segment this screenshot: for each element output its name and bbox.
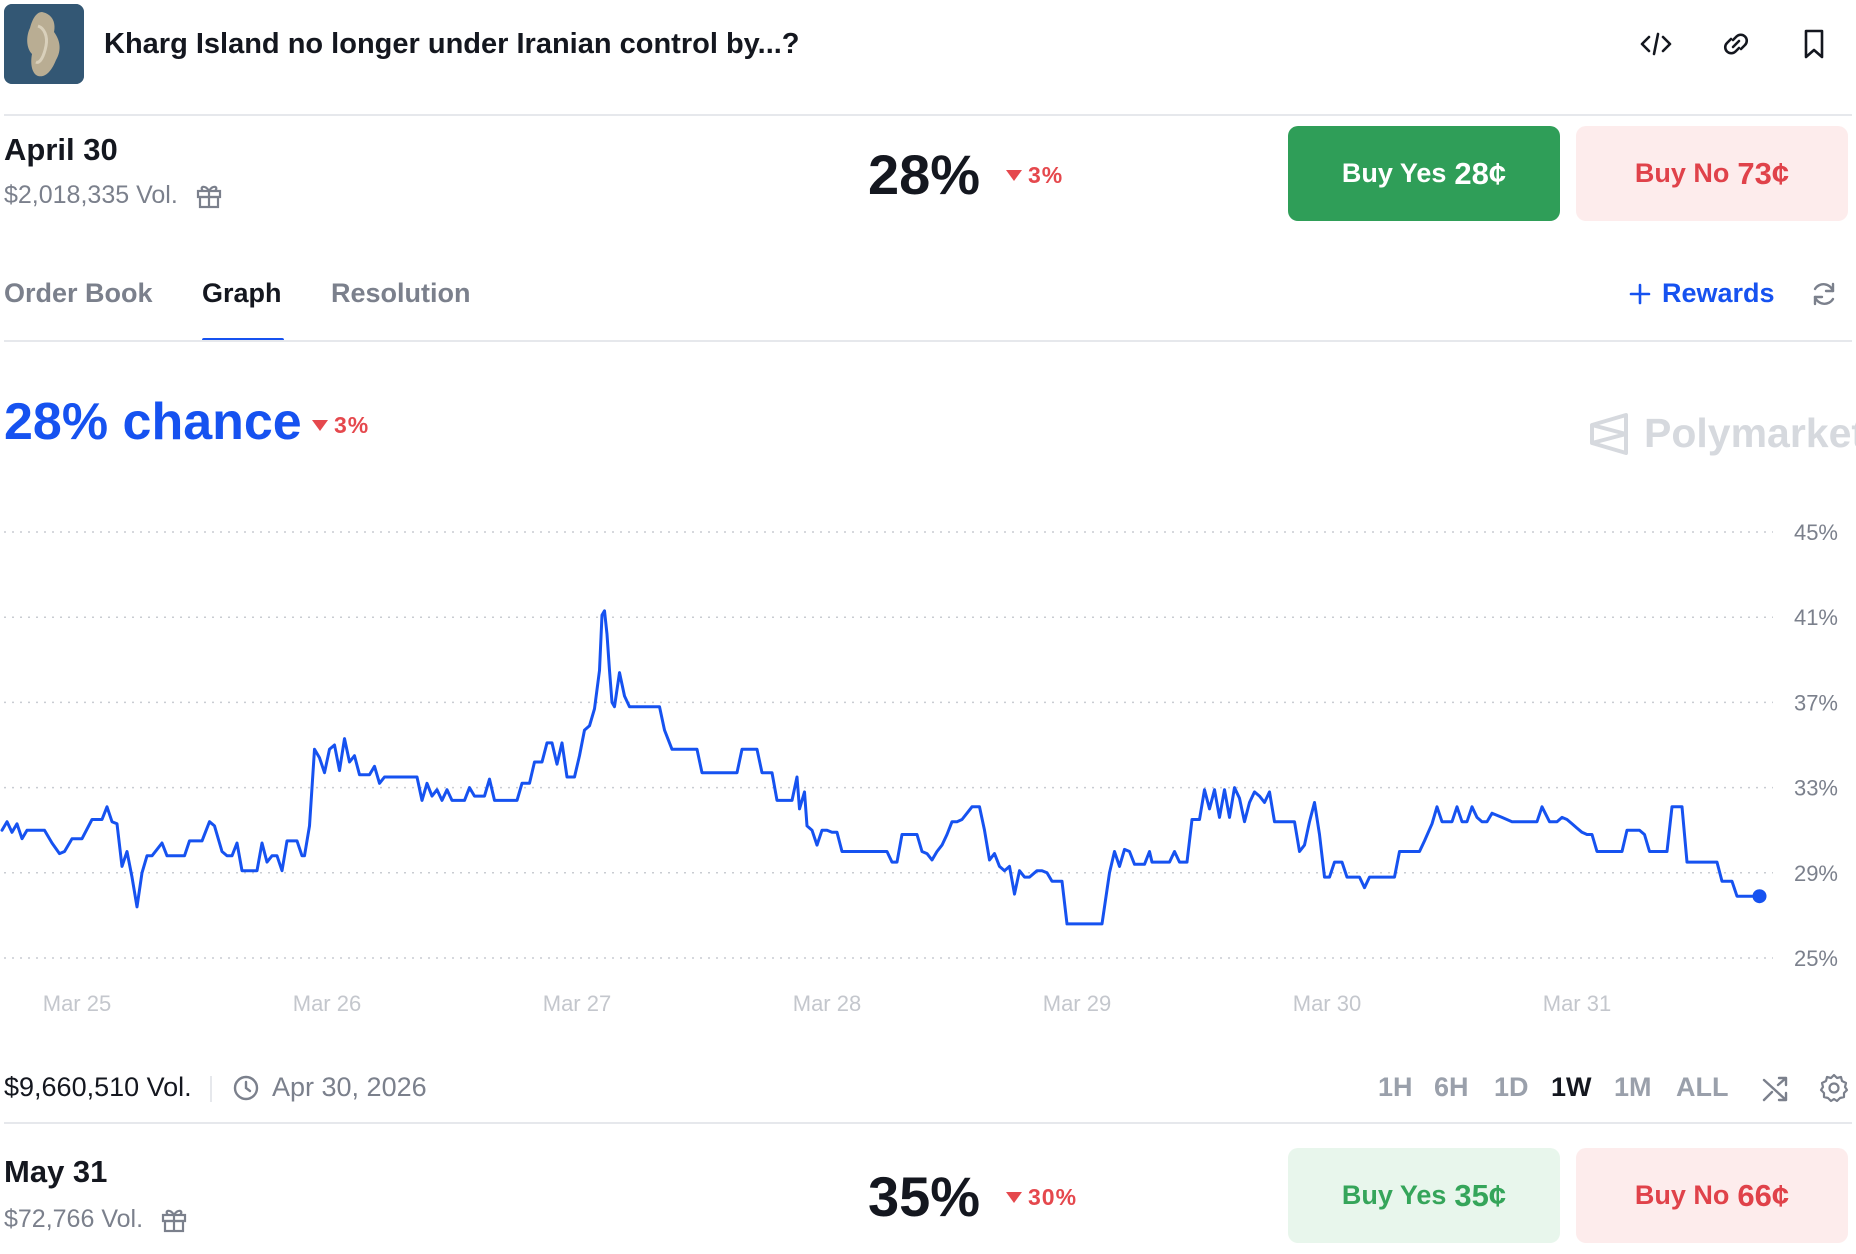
price-chart[interactable]: 25% 29% 33% 37% 41% 45% Mar 25 Mar 26 Mar 27 Mar … xyxy=(0,500,1856,1030)
gift-icon[interactable] xyxy=(194,180,224,210)
last-point-marker xyxy=(1752,889,1767,904)
buy-yes-label: Buy Yes xyxy=(1341,1180,1447,1210)
market-percent: 35% xyxy=(868,1165,981,1228)
x-tick-label: Mar 30 xyxy=(1293,991,1361,1016)
polymarket-logo-icon xyxy=(1590,412,1628,455)
tab-order-book[interactable]: Order Book xyxy=(4,278,153,308)
down-triangle-icon xyxy=(1006,170,1022,181)
market-change: 3% xyxy=(1006,162,1063,189)
buy-yes-price: 28¢ xyxy=(1454,155,1507,191)
x-tick-label: Mar 27 xyxy=(543,991,611,1016)
down-triangle-icon xyxy=(312,420,328,431)
tab-graph[interactable]: Graph xyxy=(202,278,282,308)
buy-no-button[interactable]: Buy No 66¢ xyxy=(1576,1148,1848,1243)
plus-icon xyxy=(1629,283,1651,304)
market-volume: $2,018,335 Vol. xyxy=(4,180,224,210)
range-1w[interactable]: 1W xyxy=(1551,1072,1592,1102)
market-volume-text: $2,018,335 Vol. xyxy=(4,180,178,209)
bottom-divider xyxy=(4,1122,1852,1124)
market-change-value: 3% xyxy=(1028,162,1064,188)
end-date: Apr 30, 2026 xyxy=(232,1072,427,1103)
rewards-label: Rewards xyxy=(1662,278,1775,308)
buy-yes-price: 35¢ xyxy=(1454,1177,1507,1213)
buy-no-button[interactable]: Buy No 73¢ xyxy=(1576,126,1848,221)
buy-no-label: Buy No xyxy=(1634,158,1730,188)
clock-icon xyxy=(233,1075,259,1100)
down-triangle-icon xyxy=(1006,1192,1022,1203)
market-change: 30% xyxy=(1006,1184,1077,1211)
y-tick-label: 45% xyxy=(1794,520,1838,545)
bookmark-icon xyxy=(1804,29,1824,59)
chance-label: 28% chance xyxy=(4,393,302,451)
header-divider xyxy=(4,114,1852,116)
code-icon xyxy=(1640,32,1672,56)
brand-name: Polymarket xyxy=(1644,410,1856,456)
market-thumbnail xyxy=(4,4,84,84)
bookmark-button[interactable] xyxy=(1792,22,1836,66)
polymarket-logo: Polymarket xyxy=(1588,410,1856,457)
buy-no-price: 73¢ xyxy=(1737,155,1790,191)
market-change-value: 30% xyxy=(1028,1184,1078,1210)
y-tick-label: 41% xyxy=(1794,605,1838,630)
shuffle-button[interactable] xyxy=(1758,1070,1794,1106)
page-title: Kharg Island no longer under Iranian con… xyxy=(104,28,800,60)
chart-settings-button[interactable] xyxy=(1816,1070,1852,1106)
link-icon xyxy=(1724,33,1748,55)
market-percent: 28% xyxy=(868,143,981,206)
refresh-icon xyxy=(1813,282,1835,306)
buy-yes-button[interactable]: Buy Yes 28¢ xyxy=(1288,126,1560,221)
y-tick-label: 25% xyxy=(1794,946,1838,971)
x-tick-label: Mar 29 xyxy=(1043,991,1111,1016)
range-1h[interactable]: 1H xyxy=(1378,1072,1413,1102)
market-volume: $72,766 Vol. xyxy=(4,1204,189,1234)
y-tick-label: 37% xyxy=(1794,690,1838,715)
refresh-button[interactable] xyxy=(1808,278,1840,310)
gift-icon[interactable] xyxy=(159,1204,189,1234)
market-date: April 30 xyxy=(4,132,118,167)
volume-separator xyxy=(210,1076,212,1102)
shuffle-icon xyxy=(1762,1076,1788,1102)
tab-resolution[interactable]: Resolution xyxy=(331,278,471,308)
copy-link-button[interactable] xyxy=(1714,22,1758,66)
island-image xyxy=(4,4,84,84)
total-volume: $9,660,510 Vol. xyxy=(4,1072,192,1102)
buy-yes-button[interactable]: Buy Yes 35¢ xyxy=(1288,1148,1560,1243)
range-all[interactable]: ALL xyxy=(1676,1072,1729,1102)
series-line xyxy=(0,609,1761,926)
range-1m[interactable]: 1M xyxy=(1614,1072,1652,1102)
x-tick-label: Mar 25 xyxy=(43,991,111,1016)
buy-no-label: Buy No xyxy=(1634,1180,1730,1210)
tabs-divider xyxy=(4,340,1852,342)
y-tick-label: 29% xyxy=(1794,861,1838,886)
y-tick-label: 33% xyxy=(1794,776,1838,801)
x-tick-label: Mar 26 xyxy=(293,991,361,1016)
x-tick-label: Mar 28 xyxy=(793,991,861,1016)
x-tick-label: Mar 31 xyxy=(1543,991,1611,1016)
market-volume-text: $72,766 Vol. xyxy=(4,1204,144,1233)
buy-no-price: 66¢ xyxy=(1737,1177,1790,1213)
market-date: May 31 xyxy=(4,1154,108,1189)
chance-change-value: 3% xyxy=(334,412,370,438)
rewards-button[interactable]: Rewards xyxy=(1628,278,1775,309)
embed-button[interactable] xyxy=(1634,22,1678,66)
gear-icon xyxy=(1819,1073,1849,1103)
chance-change: 3% xyxy=(312,412,369,439)
buy-yes-label: Buy Yes xyxy=(1341,158,1447,188)
end-date-text: Apr 30, 2026 xyxy=(272,1072,427,1102)
range-1d[interactable]: 1D xyxy=(1494,1072,1529,1102)
range-6h[interactable]: 6H xyxy=(1434,1072,1469,1102)
